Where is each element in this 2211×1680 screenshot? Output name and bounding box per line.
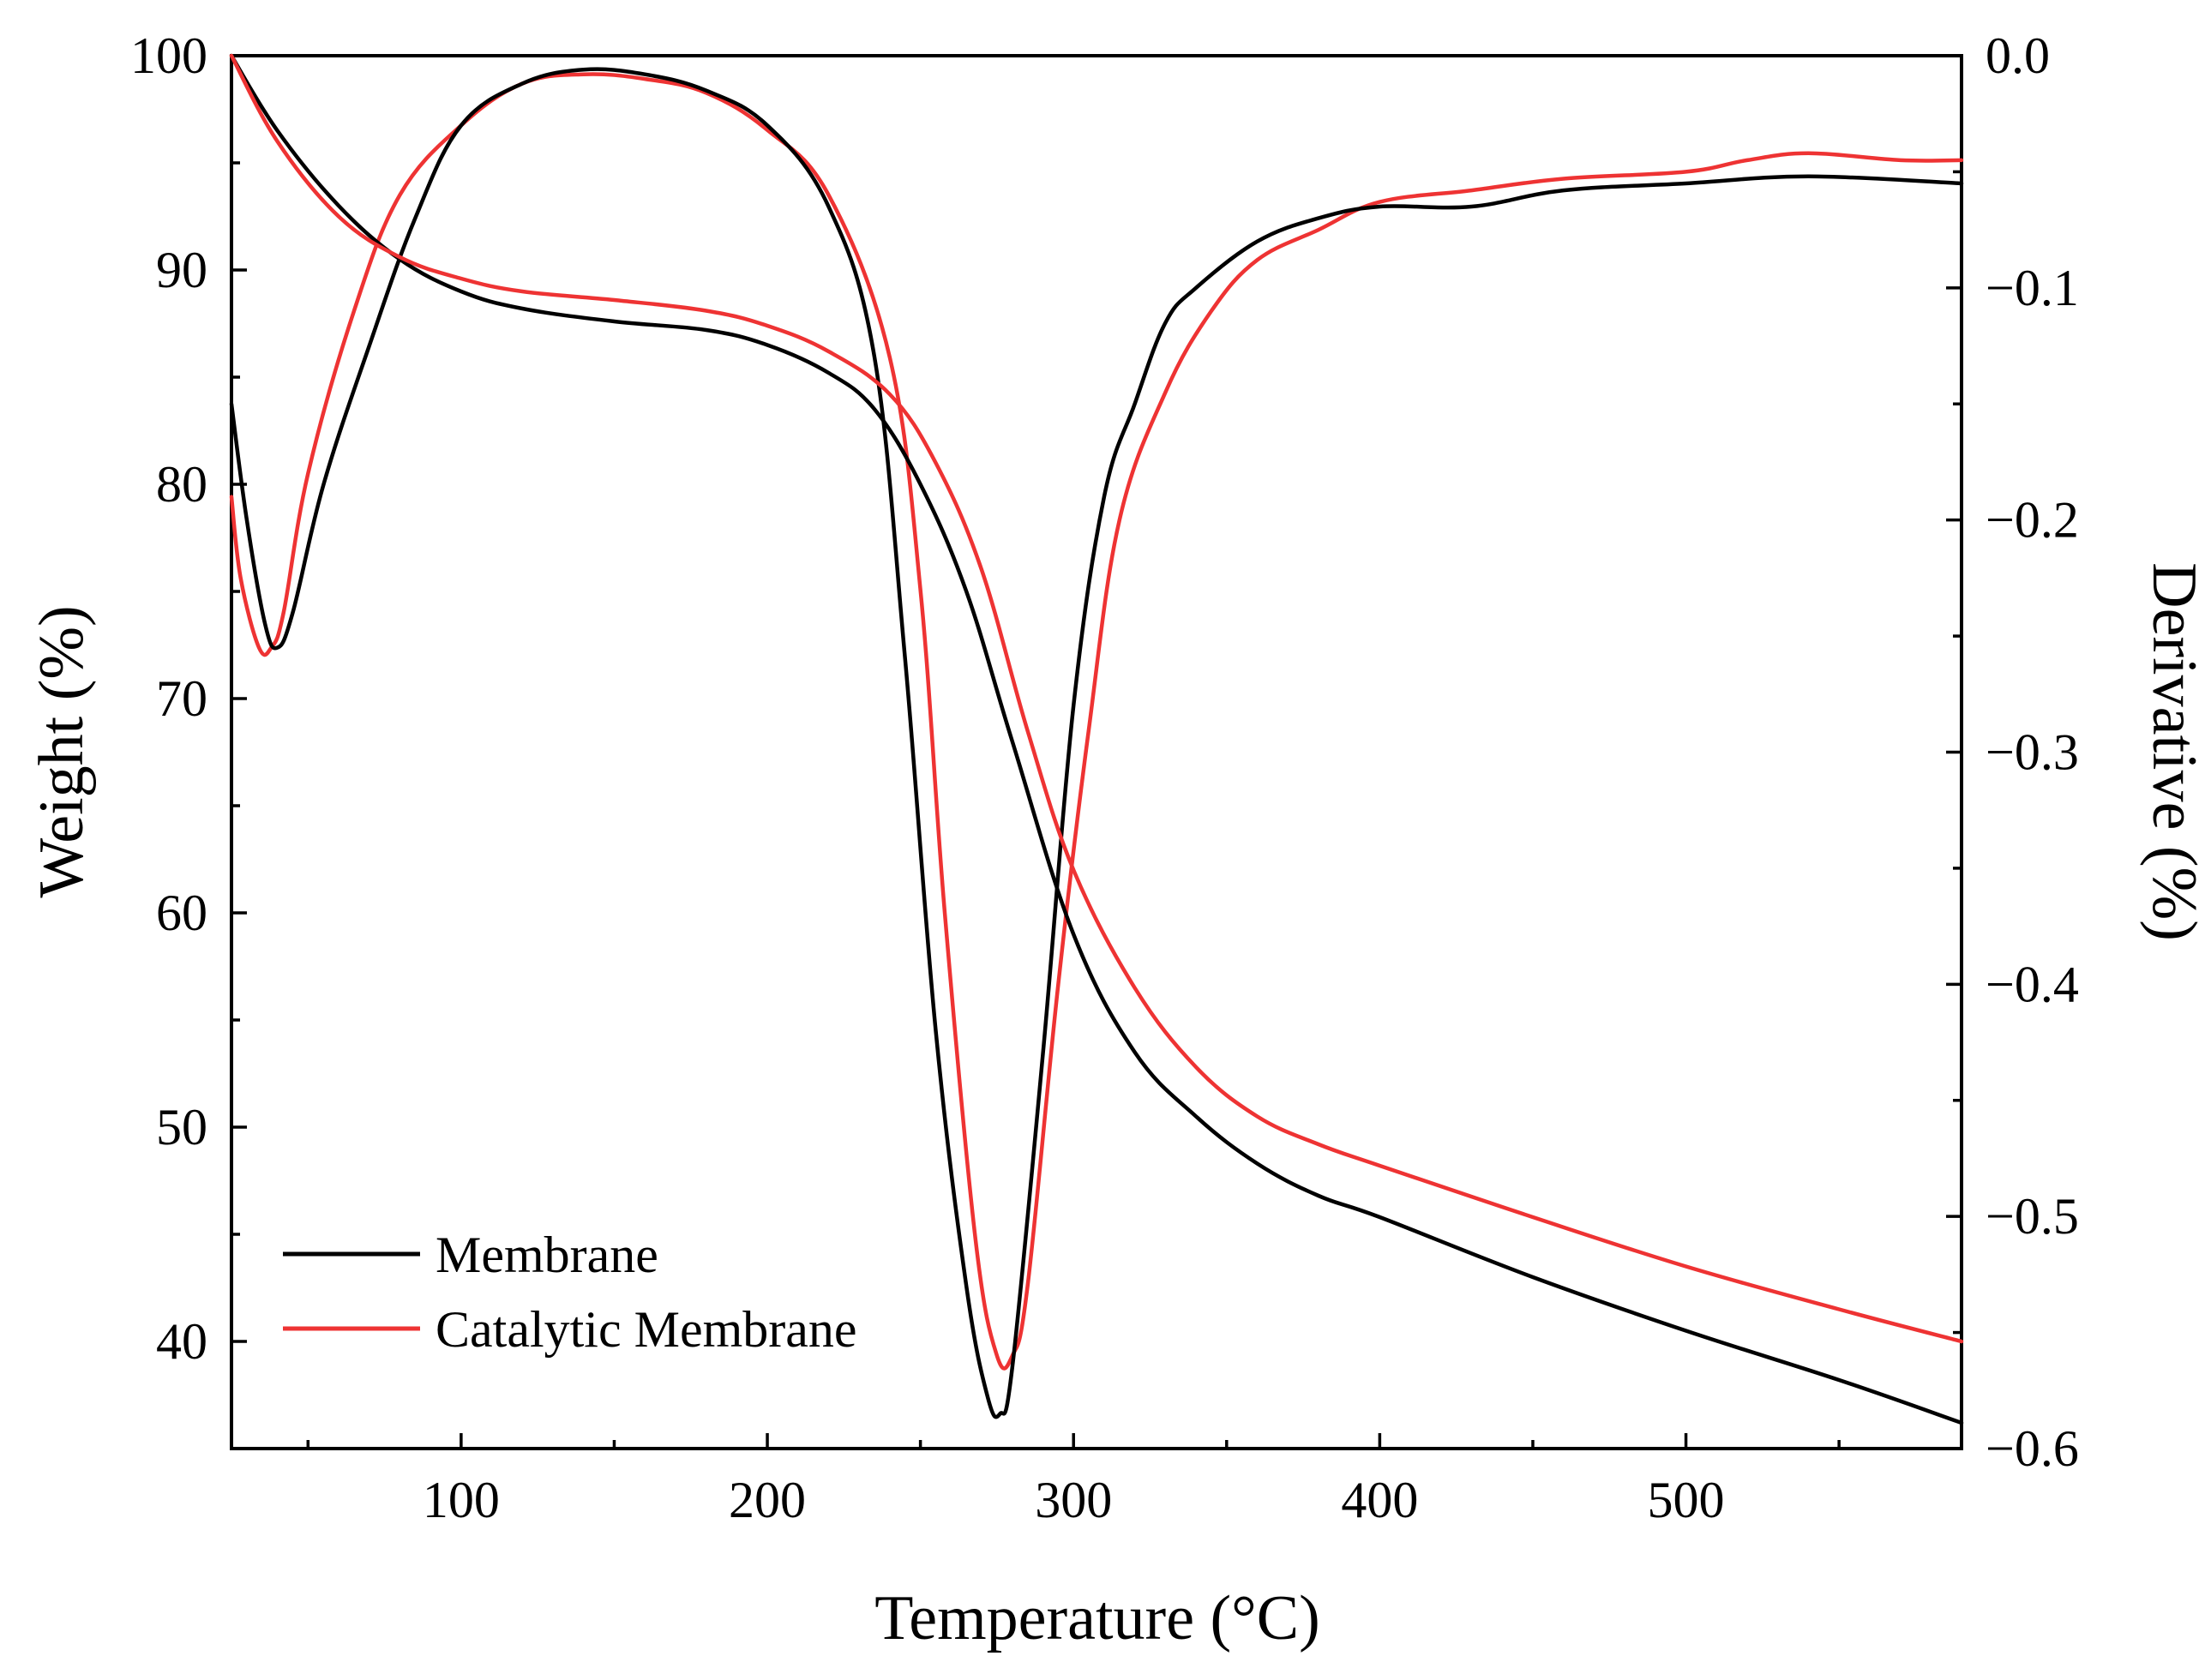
y-right-tick-label: −0.1 [1986,260,2079,316]
y-left-tick-label: 60 [156,885,207,941]
left-y-axis-ticks: 40 50 60 70 80 90 100 [130,27,247,1450]
y-right-tick-label: −0.5 [1986,1188,2079,1245]
x-axis-ticks: 100 200 300 400 500 [306,1433,1841,1528]
series-curves [229,53,1964,1425]
right-y-axis-ticks: 0.0 −0.1 −0.2 −0.3 −0.4 −0.5 −0.6 [1946,27,2079,1477]
membrane-weight-curve [229,53,1964,1425]
y-left-tick-label: 90 [156,242,207,298]
y-right-tick-label: −0.2 [1986,492,2079,549]
y-left-tick-label: 100 [130,27,207,84]
y-right-tick-label: −0.6 [1986,1420,2079,1477]
y-right-tick-label: −0.3 [1986,724,2079,781]
left-y-axis-title: Weight (%) [27,605,97,897]
y-left-tick-label: 70 [156,670,207,727]
catalytic-membrane-derivative-curve [229,72,1964,1371]
y-left-tick-label: 40 [156,1313,207,1370]
y-left-tick-label: 80 [156,456,207,513]
legend-label-catalytic-membrane: Catalytic Membrane [436,1301,856,1358]
x-axis-title: Temperature (°C) [874,1583,1320,1653]
y-right-tick-label: −0.4 [1986,956,2079,1012]
right-y-axis-title: Derivative (%) [2139,562,2209,941]
x-tick-label: 400 [1341,1472,1418,1528]
y-left-tick-label: 50 [156,1099,207,1155]
x-tick-label: 100 [423,1472,500,1528]
membrane-derivative-curve [229,67,1964,1419]
x-tick-label: 300 [1035,1472,1112,1528]
catalytic-membrane-weight-curve [229,53,1964,1344]
x-tick-label: 500 [1648,1472,1725,1528]
legend-label-membrane: Membrane [436,1227,658,1283]
y-right-tick-label: 0.0 [1986,27,2050,84]
legend: Membrane Catalytic Membrane [283,1227,856,1358]
x-tick-label: 200 [729,1472,806,1528]
